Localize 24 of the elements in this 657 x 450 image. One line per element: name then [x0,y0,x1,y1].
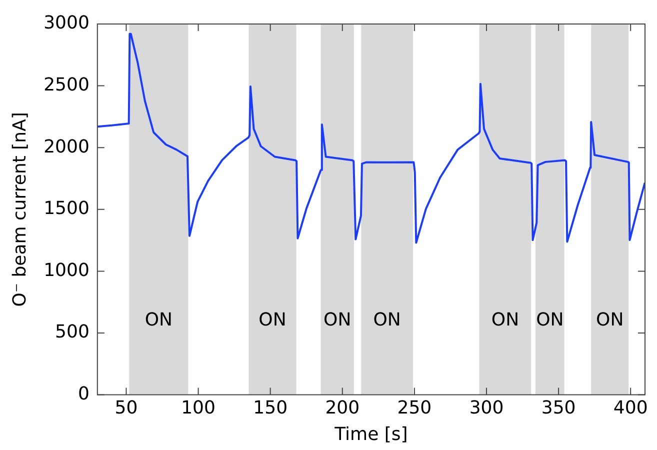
x-tick-label: 150 [253,397,288,418]
band-label: ON [258,309,286,330]
band-label: ON [373,309,401,330]
band-label: ON [144,309,172,330]
y-tick-label: 2500 [44,74,90,96]
x-tick-label: 350 [541,397,576,418]
y-axis-title: O⁻ beam current [nA] [9,112,30,307]
x-tick-label: 200 [325,397,360,418]
y-tick-label: 500 [55,322,90,343]
band-label: ON [596,309,624,330]
y-tick-label: 1500 [44,198,90,220]
x-tick-label: 300 [469,397,504,418]
band-label: ON [491,309,520,330]
y-tick-label: 2000 [44,136,90,158]
band-label: ON [324,309,352,330]
x-tick-label: 250 [397,397,432,418]
x-tick-label: 400 [613,397,648,418]
y-tick-label: 0 [78,383,90,404]
band-label: ON [536,309,564,330]
x-tick-label: 50 [114,397,138,418]
x-tick-label: 100 [181,397,216,418]
y-tick-label: 1000 [44,260,90,281]
y-tick-label: 3000 [44,12,90,34]
x-axis-title: Time [s] [334,424,408,445]
